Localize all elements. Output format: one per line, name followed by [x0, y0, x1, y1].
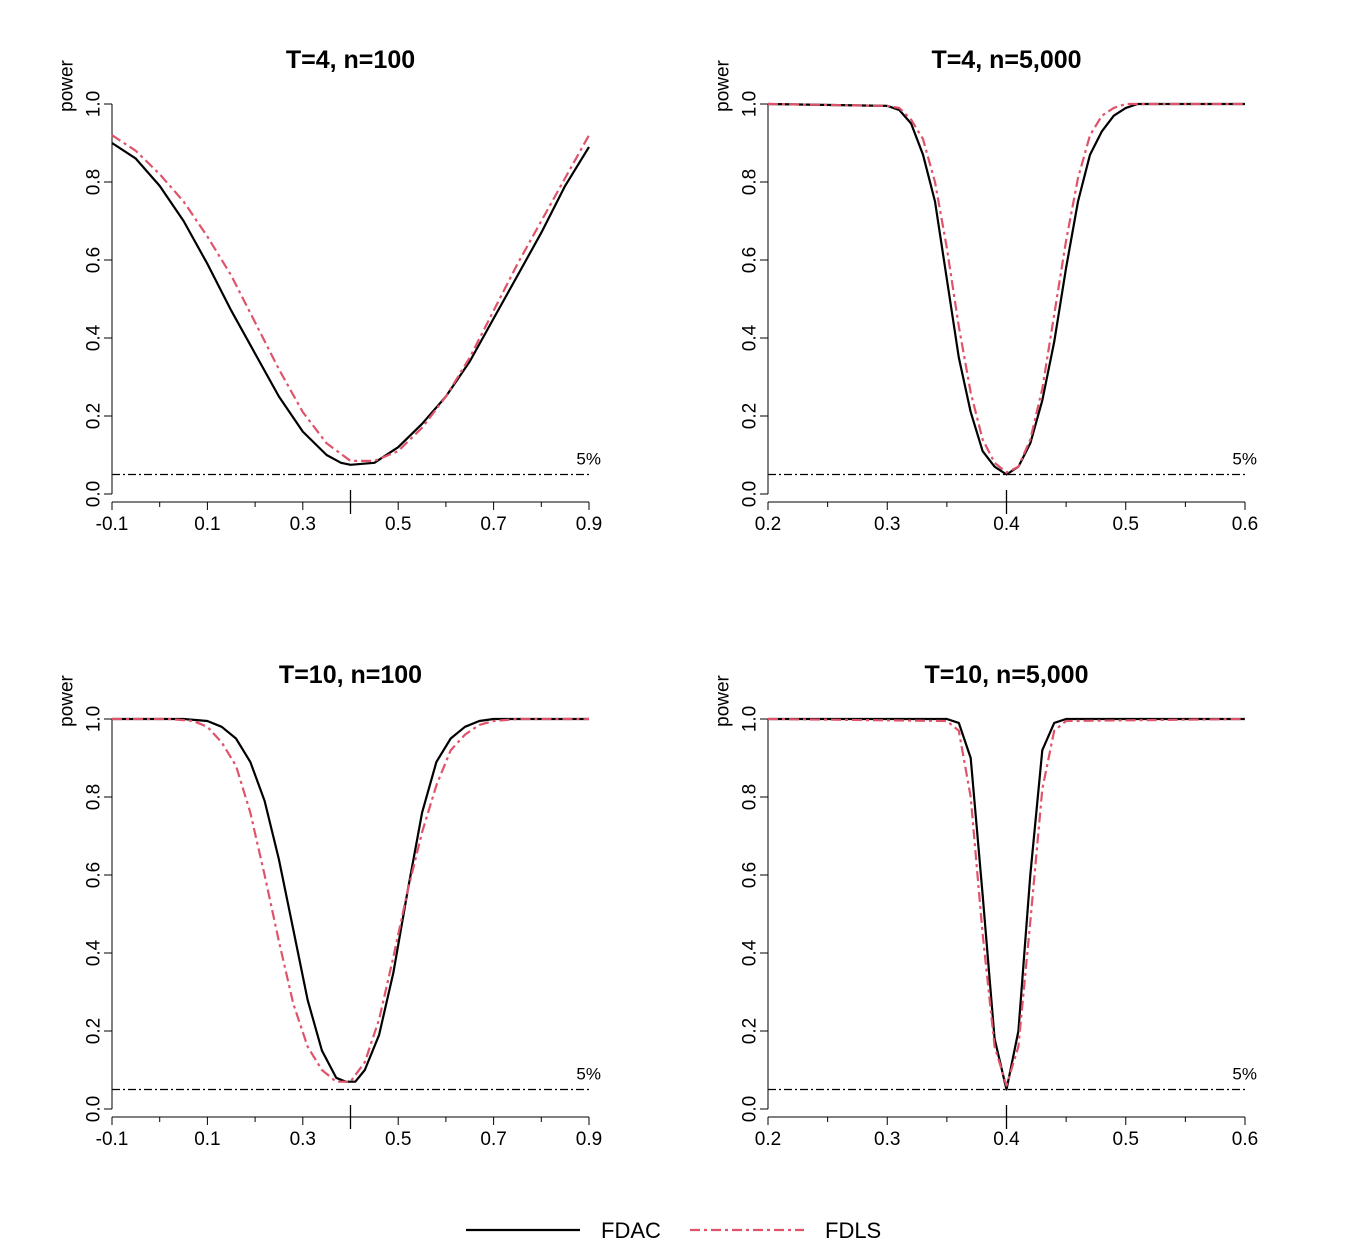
panel-3: T=10, n=100 0.0 0.2 0.4 0.6 0.8 1.0 power -0.1 0.… [57, 661, 603, 1150]
panel-title: T=4, n=100 [286, 46, 415, 74]
y-tick-label: 0.0 [740, 481, 761, 507]
series-line-fdac [112, 717, 589, 1083]
y-tick-label: 0.4 [84, 939, 105, 966]
legend-label: FDAC [601, 1218, 661, 1243]
panel-title: T=4, n=5,000 [931, 46, 1081, 74]
x-tick-label: 0.7 [480, 514, 506, 535]
panel-title: T=10, n=100 [279, 661, 422, 689]
y-axis-title: power [713, 59, 734, 111]
x-tick-label: 0.9 [576, 1129, 602, 1150]
y-tick-label: 0.0 [84, 481, 105, 507]
x-tick-label: 0.1 [194, 514, 220, 535]
panels: T=4, n=100 0.0 0.2 0.4 0.6 0.8 1.0 power -0.1 0.1… [57, 46, 1259, 1150]
y-tick-label: 0.8 [740, 784, 761, 810]
x-tick-label: 0.2 [755, 514, 781, 535]
x-tick-label: 0.5 [385, 514, 411, 535]
x-tick-label: 0.3 [290, 1129, 316, 1150]
y-tick-label: 1.0 [740, 706, 761, 732]
y-tick-label: 0.0 [740, 1096, 761, 1122]
series-line-fdls [767, 717, 1246, 1087]
series-line-fdls [111, 134, 590, 462]
series-line-fdac [767, 102, 1245, 476]
x-tick-label: 0.2 [755, 1129, 781, 1150]
y-tick-label: 0.4 [84, 324, 105, 351]
x-tick-label: 0.3 [874, 514, 900, 535]
legend-item-fdls: FDLS [690, 1218, 881, 1243]
y-tick-label: 0.6 [84, 862, 105, 888]
x-tick-label: -0.1 [96, 1129, 129, 1150]
x-tick-label: 0.4 [993, 514, 1020, 535]
legend-label: FDLS [825, 1218, 881, 1243]
y-axis-title: power [713, 674, 734, 726]
x-tick-label: 0.3 [290, 514, 316, 535]
y-tick-label: 0.4 [740, 324, 761, 351]
y-tick-label: 0.6 [740, 247, 761, 273]
x-tick-label: 0.6 [1232, 514, 1258, 535]
x-tick-label: 0.9 [576, 514, 602, 535]
y-tick-label: 0.2 [84, 1018, 105, 1044]
y-tick-label: 0.2 [84, 403, 105, 429]
x-tick-label: 0.3 [874, 1129, 900, 1150]
x-tick-label: -0.1 [96, 514, 129, 535]
y-tick-label: 1.0 [740, 91, 761, 117]
series-line-fdac [768, 717, 1245, 1091]
y-tick-label: 0.2 [740, 403, 761, 429]
y-axis-title: power [57, 59, 78, 111]
legend: FDAC FDLS [466, 1218, 881, 1243]
y-axis-title: power [57, 674, 78, 726]
x-tick-label: 0.5 [1113, 1129, 1139, 1150]
panel-1: T=4, n=100 0.0 0.2 0.4 0.6 0.8 1.0 power -0.1 0.1… [57, 46, 603, 535]
x-tick-label: 0.1 [194, 1129, 220, 1150]
y-tick-label: 0.6 [740, 862, 761, 888]
reference-label: 5% [576, 1065, 601, 1084]
panel-2: T=4, n=5,000 0.0 0.2 0.4 0.6 0.8 1.0 power 0.2 0.… [713, 46, 1259, 535]
y-tick-label: 1.0 [84, 706, 105, 732]
series-line-fdls [767, 102, 1245, 474]
panel-title: T=10, n=5,000 [924, 661, 1088, 689]
y-tick-label: 0.0 [84, 1096, 105, 1122]
y-tick-label: 0.2 [740, 1018, 761, 1044]
x-tick-label: 0.7 [480, 1129, 506, 1150]
y-tick-label: 0.8 [84, 784, 105, 810]
x-tick-label: 0.5 [385, 1129, 411, 1150]
x-tick-label: 0.6 [1232, 1129, 1258, 1150]
legend-item-fdac: FDAC [466, 1218, 661, 1243]
y-tick-label: 0.8 [84, 169, 105, 195]
reference-label: 5% [1232, 450, 1257, 469]
reference-label: 5% [576, 450, 601, 469]
panel-4: T=10, n=5,000 0.0 0.2 0.4 0.6 0.8 1.0 power 0.2 0… [713, 661, 1259, 1150]
x-tick-label: 0.4 [993, 1129, 1020, 1150]
reference-label: 5% [1232, 1065, 1257, 1084]
y-tick-label: 1.0 [84, 91, 105, 117]
series-line-fdls [112, 717, 589, 1083]
y-tick-label: 0.4 [740, 939, 761, 966]
y-tick-label: 0.6 [84, 247, 105, 273]
y-tick-label: 0.8 [740, 169, 761, 195]
series-line-fdac [111, 142, 590, 466]
x-tick-label: 0.5 [1113, 514, 1139, 535]
